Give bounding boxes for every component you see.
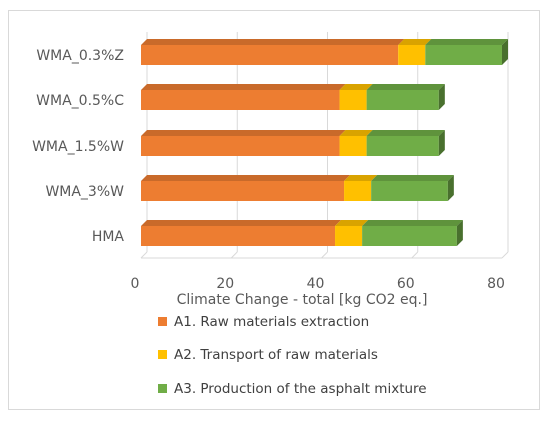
bar-segment (371, 175, 454, 201)
gridline-foot (411, 251, 419, 259)
legend-swatch (158, 317, 167, 326)
x-tick-label: 20 (216, 276, 234, 292)
bar-segment (339, 84, 373, 110)
chart-area (8, 10, 540, 410)
gridline-foot (501, 251, 509, 259)
x-tick-label: 40 (307, 276, 325, 292)
bar-segment (398, 39, 432, 65)
legend-label: A3. Production of the asphalt mixture (174, 381, 427, 397)
bar-segment (141, 39, 405, 65)
bar-segment (141, 175, 351, 201)
gridline-foot (140, 251, 148, 259)
x-tick-label: 0 (131, 276, 140, 292)
category-label: WMA_1.5%W (32, 139, 124, 155)
category-label: HMA (92, 229, 125, 245)
x-tick-label: 80 (487, 276, 505, 292)
legend-item: A2. Transport of raw materials (158, 347, 378, 363)
bar-segment (141, 220, 342, 246)
category-label: WMA_0.3%Z (36, 48, 124, 64)
category-label: WMA_3%W (45, 184, 124, 200)
legend-swatch (158, 384, 167, 393)
bar-segment (362, 220, 463, 246)
bar-segment (339, 130, 373, 156)
legend-label: A2. Transport of raw materials (174, 347, 378, 363)
legend-swatch (158, 350, 167, 359)
legend-label: A1. Raw materials extraction (174, 314, 369, 330)
category-label: WMA_0.5%C (36, 93, 124, 109)
bar-segment (344, 175, 378, 201)
x-tick-label: 60 (397, 276, 415, 292)
bar-segment (141, 84, 346, 110)
bar-segment (366, 130, 445, 156)
bar-segment (425, 39, 508, 65)
legend-item: A3. Production of the asphalt mixture (158, 381, 427, 397)
x-axis-title: Climate Change - total [kg CO2 eq.] (177, 292, 428, 308)
bar-segment (335, 220, 369, 246)
gridline-foot (321, 251, 328, 259)
bar-segment (366, 84, 445, 110)
bar-segment (141, 130, 346, 156)
legend-item: A1. Raw materials extraction (158, 314, 369, 330)
gridline-foot (230, 251, 238, 259)
